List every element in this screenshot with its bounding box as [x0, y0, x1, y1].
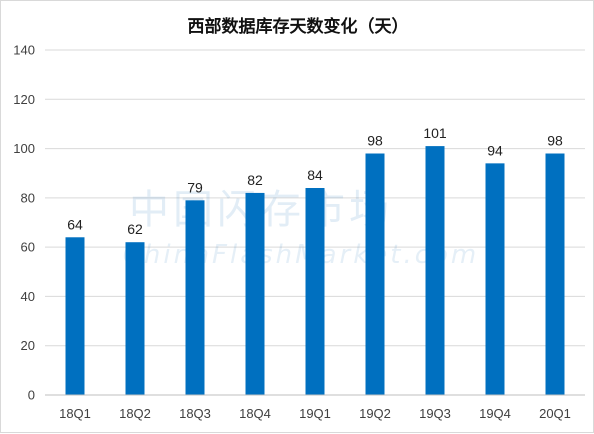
- y-tick-label: 20: [21, 338, 35, 353]
- bars: [65, 146, 565, 395]
- x-tick-label: 18Q4: [239, 406, 271, 421]
- bar: [485, 163, 505, 395]
- x-tick-label: 19Q2: [359, 406, 391, 421]
- x-tick-label: 18Q2: [119, 406, 151, 421]
- y-tick-label: 120: [13, 92, 35, 107]
- data-label: 94: [487, 142, 503, 158]
- data-label: 82: [247, 172, 263, 188]
- y-tick-label: 80: [21, 190, 35, 205]
- y-tick-label: 60: [21, 240, 35, 255]
- bar: [125, 242, 145, 395]
- x-tick-label: 18Q1: [59, 406, 91, 421]
- data-label: 98: [547, 133, 563, 149]
- data-label: 79: [187, 179, 203, 195]
- y-tick-label: 0: [28, 388, 35, 403]
- x-tick-label: 20Q1: [539, 406, 571, 421]
- bar: [365, 153, 385, 395]
- y-tick-label: 40: [21, 289, 35, 304]
- x-tick-label: 19Q4: [479, 406, 511, 421]
- bar: [65, 237, 85, 395]
- watermark-en: ChinaFlashMarket.com: [123, 240, 480, 270]
- x-axis-ticks: 18Q1 18Q2 18Q3 18Q4 19Q1 19Q2 19Q3 19Q4 20Q1: [59, 406, 571, 421]
- data-label: 98: [367, 133, 383, 149]
- y-tick-label: 100: [13, 141, 35, 156]
- data-label: 64: [67, 216, 83, 232]
- data-label: 84: [307, 167, 323, 183]
- data-labels: 64 62 79 82 84 98 101 94 98: [67, 125, 563, 237]
- bar: [305, 188, 325, 395]
- bar: [425, 146, 445, 395]
- bar: [185, 200, 205, 395]
- x-tick-label: 18Q3: [179, 406, 211, 421]
- bar: [545, 153, 565, 395]
- y-axis-ticks: 0 20 40 60 80 100 120 140: [13, 43, 35, 403]
- y-tick-label: 140: [13, 43, 35, 58]
- chart-title: 西部数据库存天数变化（天）: [188, 16, 409, 37]
- x-tick-label: 19Q3: [419, 406, 451, 421]
- data-label: 101: [423, 125, 447, 141]
- data-label: 62: [127, 221, 143, 237]
- bar: [245, 192, 265, 395]
- x-tick-label: 19Q1: [299, 406, 331, 421]
